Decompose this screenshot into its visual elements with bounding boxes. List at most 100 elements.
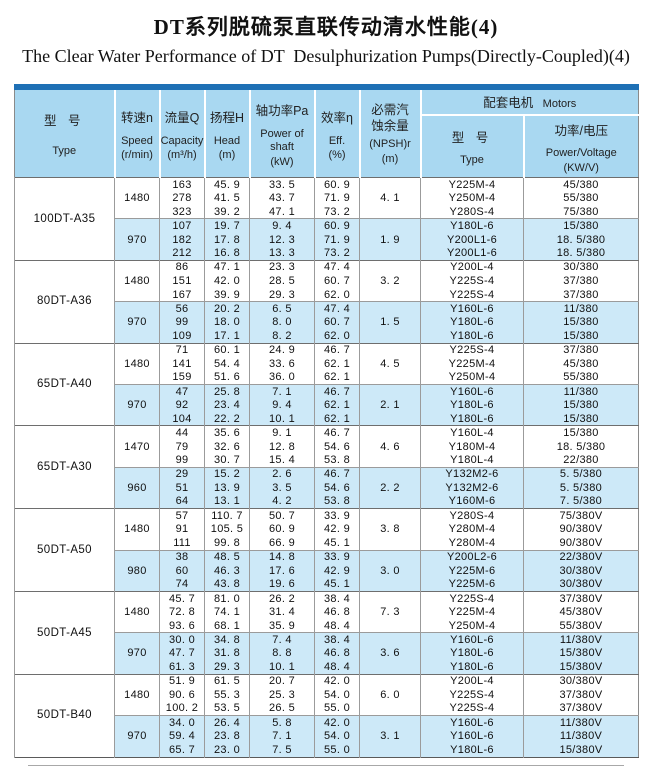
efficiency-cell: 33. 9 [314,508,360,523]
motor-power-voltage-cell: 5. 5/380 [523,481,639,495]
head-cell: 41. 5 [204,191,250,206]
shaft-power-cell: 5. 8 [249,715,315,730]
motor-type-cell: Y180M-4 [420,439,524,454]
efficiency-cell: 42. 0 [314,715,360,730]
efficiency-cell: 62. 1 [314,370,360,385]
table-row: 970 30. 0 34. 8 7. 4 38. 4 3. 6 Y160L-6 11/380V [15,632,639,675]
efficiency-cell: 62. 1 [314,412,360,426]
table-row: 72. 8 74. 1 31. 4 46. 8 Y225M-4 45/380V [15,605,639,620]
motor-power-voltage-cell: 45/380 [523,356,639,371]
npsh-cell: 3. 0 [359,549,421,592]
table-row: 159 51. 6 36. 0 62. 1 Y250M-4 55/380 [15,370,639,385]
motor-power-voltage-cell: 22/380V [523,549,639,564]
col-header-motor-type: 型 号 Type [419,114,524,178]
motor-power-voltage-cell: 15/380 [523,218,639,233]
shaft-power-cell: 14. 8 [249,549,315,564]
head-cell: 19. 7 [204,218,250,233]
table-row: 65DT-A40 1480 71 60. 1 24. 9 46. 7 4. 5 Y225S-4… [14,342,639,426]
table-row: 74 43. 8 19. 6 45. 1 Y225M-6 30/380V [15,577,639,592]
efficiency-cell: 38. 4 [314,632,360,647]
head-cell: 32. 6 [204,439,250,454]
table-row: 64 13. 1 4. 2 53. 8 Y160M-6 7. 5/380 [15,494,639,509]
shaft-power-cell: 23. 3 [249,259,315,275]
capacity-cell: 29 [159,466,205,482]
shaft-power-cell: 6. 5 [249,301,315,316]
head-cell: 74. 1 [204,605,250,620]
head-cell: 17. 1 [204,329,250,344]
npsh-cell: 3. 6 [359,632,421,675]
speed-cell: 970 [114,632,160,675]
pump-model-cell: 50DT-A50 [14,508,115,592]
motor-power-voltage-cell: 37/380V [523,590,639,606]
col-header-motor-power-voltage: 功率/电压 Power/Voltage (KW/V) [522,114,639,178]
table-row: 50DT-A50 1480 57 110. 7 50. 7 33. 9 3. 8 Y280S-… [14,508,639,592]
speed-cell: 1480 [114,673,160,716]
efficiency-cell: 60. 9 [314,177,360,192]
efficiency-cell: 55. 0 [314,701,360,716]
motor-type-cell: Y250M-4 [420,191,524,206]
efficiency-cell: 62. 0 [314,329,360,344]
motor-power-voltage-cell: 55/380 [523,191,639,206]
motor-type-cell: Y160L-6 [420,715,524,730]
shaft-power-cell: 3. 5 [249,481,315,495]
efficiency-cell: 38. 4 [314,590,360,606]
motor-power-voltage-cell: 37/380V [523,688,639,702]
table-container: 型 号 Type 转速n Speed (r/min) 流量Q Capacity … [14,84,639,766]
motor-power-voltage-cell: 90/380V [523,522,639,537]
shaft-power-cell: 7. 1 [249,729,315,744]
table-row: 960 29 15. 2 2. 6 46. 7 2. 2 Y132M2-6 5. 5/380 [15,466,639,509]
pump-model-cell: 50DT-A45 [14,590,115,675]
capacity-cell: 167 [159,287,205,302]
table-row: 109 17. 1 8. 2 62. 0 Y180L-6 15/380 [15,329,639,344]
shaft-power-cell: 28. 5 [249,274,315,288]
capacity-cell: 45. 7 [159,590,205,606]
shaft-power-cell: 7. 5 [249,743,315,758]
npsh-cell: 1. 9 [359,218,421,261]
motor-power-voltage-cell: 15/380V [523,646,639,661]
col-header-capacity: 流量Q Capacity (m³/h) [158,87,205,178]
header-row-main: 型 号 Type 转速n Speed (r/min) 流量Q Capacity … [14,87,639,178]
shaft-power-cell: 2. 6 [249,466,315,482]
head-cell: 13. 1 [204,494,250,509]
motor-power-voltage-cell: 45/380 [523,177,639,192]
capacity-cell: 38 [159,549,205,564]
head-cell: 23. 4 [204,398,250,413]
motor-type-cell: Y225M-4 [420,177,524,192]
shaft-power-cell: 33. 6 [249,356,315,371]
shaft-power-cell: 66. 9 [249,536,315,551]
motor-type-cell: Y200L1-6 [420,246,524,261]
speed-cell: 980 [114,549,160,592]
pump-model-cell: 65DT-A30 [14,425,115,509]
head-cell: 46. 3 [204,563,250,578]
motor-type-cell: Y225S-4 [420,590,524,606]
efficiency-cell: 33. 9 [314,549,360,564]
motor-type-cell: Y225S-4 [420,688,524,702]
motor-type-cell: Y225M-6 [420,577,524,592]
motor-type-cell: Y132M2-6 [420,481,524,495]
head-cell: 110. 7 [204,508,250,523]
efficiency-cell: 54. 0 [314,729,360,744]
table-row: 50DT-A45 1480 45. 7 81. 0 26. 2 38. 4 7. 3 Y225… [14,590,639,675]
head-cell: 39. 9 [204,287,250,302]
head-cell: 18. 0 [204,315,250,330]
table-row: 93. 6 68. 1 35. 9 48. 4 Y250M-4 55/380V [15,619,639,633]
npsh-cell: 4. 6 [359,425,421,468]
table-body: 100DT-A35 1480 163 45. 9 33. 5 60. 9 4. 1 Y225M… [14,177,639,758]
head-cell: 15. 2 [204,466,250,482]
motor-power-voltage-cell: 37/380V [523,701,639,716]
capacity-cell: 61. 3 [159,660,205,675]
capacity-cell: 51 [159,481,205,495]
table-row: 151 42. 0 28. 5 60. 7 Y225S-4 37/380 [15,274,639,288]
npsh-cell: 3. 2 [359,259,421,302]
speed-cell: 1480 [114,177,160,219]
col-header-speed: 转速n Speed (r/min) [113,87,160,178]
motor-type-cell: Y225S-4 [420,287,524,302]
motor-type-cell: Y225M-4 [420,356,524,371]
motor-type-cell: Y250M-4 [420,619,524,633]
table-row: 970 47 25. 8 7. 1 46. 7 2. 1 Y160L-6 11/380 [15,383,639,426]
npsh-cell: 2. 2 [359,466,421,509]
bottom-rule [28,764,624,766]
capacity-cell: 47. 7 [159,646,205,661]
efficiency-cell: 60. 7 [314,315,360,330]
efficiency-cell: 46. 8 [314,605,360,620]
